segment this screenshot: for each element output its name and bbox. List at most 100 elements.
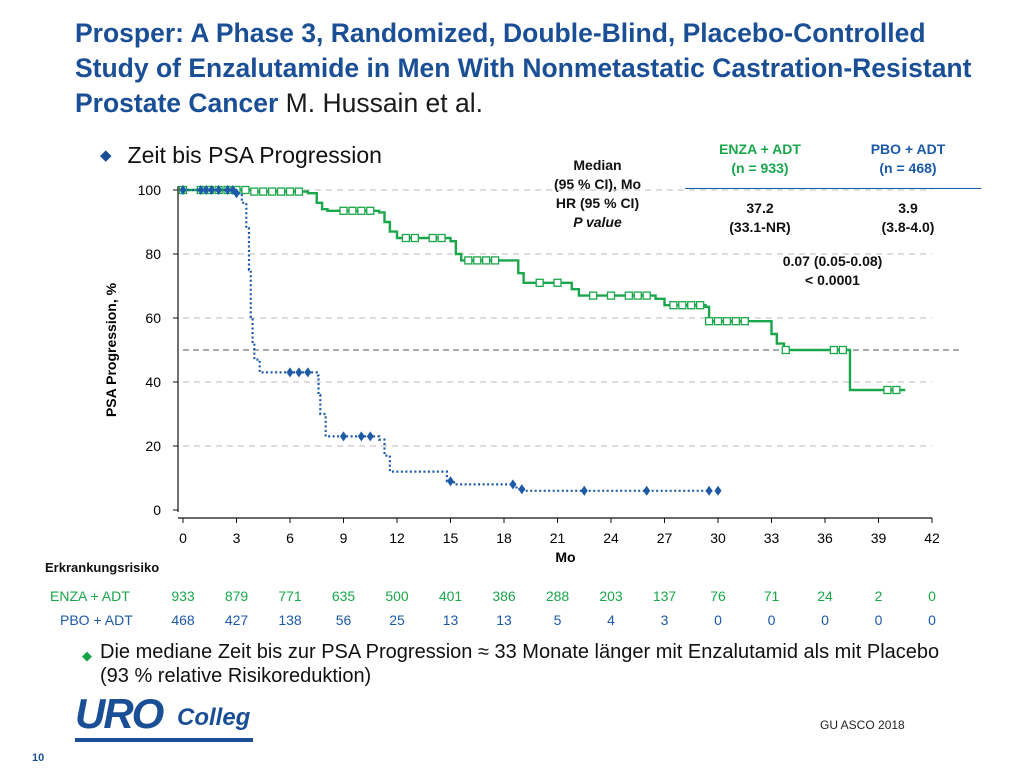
logo-underline	[75, 738, 253, 742]
hr-stat: 0.07 (0.05-0.08) < 0.0001	[730, 252, 935, 290]
title-main: Prosper: A Phase 3, Randomized, Double-B…	[75, 18, 972, 118]
risk-enza-value: 500	[385, 588, 409, 604]
risk-pbo-value: 468	[171, 612, 195, 628]
pbo-header-name: PBO + ADT	[870, 141, 946, 157]
pbo-censor-mark	[340, 431, 347, 442]
risk-table-title: Erkrankungsrisiko	[45, 560, 160, 575]
risk-enza-value: 933	[171, 588, 195, 604]
pbo-median-value: 3.9	[898, 200, 918, 216]
enza-censor-mark	[633, 291, 642, 300]
stats-p-label: P value	[573, 214, 622, 230]
enza-median-ci: (33.1-NR)	[729, 219, 791, 235]
enza-censor-mark	[624, 291, 633, 300]
enza-censor-mark	[838, 345, 847, 355]
enza-censor-mark	[722, 317, 732, 326]
pbo-censor-mark	[286, 367, 294, 378]
pbo-censor-mark	[202, 185, 210, 195]
x-tick-label: 24	[603, 530, 619, 546]
enza-censor-mark	[687, 301, 696, 310]
pbo-median-ci: (3.8-4.0)	[881, 219, 935, 235]
enza-censor-mark	[829, 345, 839, 355]
y-tick-label: 80	[145, 246, 161, 262]
enza-censor-mark	[268, 187, 277, 196]
risk-pbo-value: 3	[660, 612, 669, 628]
enza-censor-mark	[294, 187, 304, 196]
enza-censor-mark	[464, 256, 473, 265]
bottom-bullet-text: Die mediane Zeit bis zur PSA Progression…	[100, 641, 940, 687]
enza-censor-mark	[678, 301, 687, 310]
enza-censor-mark	[553, 278, 562, 287]
enza-censor-mark	[366, 206, 375, 215]
logo-colleg: Colleg	[177, 704, 251, 731]
risk-enza-value: 0	[928, 588, 936, 604]
risk-pbo-value: 13	[442, 612, 459, 628]
risk-pbo-value: 138	[278, 612, 302, 628]
x-axis-label: Mo	[555, 549, 575, 565]
pbo-censor-mark	[179, 185, 187, 195]
risk-pbo-value: 5	[553, 612, 562, 628]
enza-censor-mark	[482, 256, 491, 265]
enza-censor-mark	[276, 187, 286, 196]
risk-pbo-value: 427	[224, 612, 249, 628]
y-tick-label: 40	[145, 374, 161, 390]
pbo-header-n: (n = 468)	[879, 160, 937, 176]
enza-censor-mark	[473, 256, 482, 265]
enza-censor-mark	[259, 187, 268, 196]
pbo-censor-mark	[357, 431, 365, 442]
risk-enza-value: 635	[331, 588, 356, 604]
risk-pbo-value: 13	[496, 612, 512, 628]
slide-title: Prosper: A Phase 3, Randomized, Double-B…	[75, 16, 995, 121]
urocolleg-logo: URO Colleg	[75, 690, 265, 742]
enza-header-name: ENZA + ADT	[719, 141, 801, 157]
x-tick-label: 21	[550, 530, 566, 546]
x-tick-label: 18	[496, 530, 512, 546]
pbo-censor-mark	[208, 185, 216, 195]
risk-enza-value: 288	[545, 588, 570, 604]
enza-censor-mark	[892, 385, 901, 395]
risk-pbo-value: 25	[389, 612, 405, 628]
risk-pbo-value: 0	[714, 612, 722, 628]
risk-enza-value: 137	[652, 588, 677, 604]
page-number: 10	[32, 752, 45, 764]
risk-pbo-label: PBO + ADT	[60, 612, 133, 628]
enza-censor-mark	[781, 345, 790, 355]
bottom-bullet: ◆ Die mediane Zeit bis zur PSA Progressi…	[82, 640, 960, 688]
risk-enza-value: 76	[710, 588, 726, 604]
title-authors: M. Hussain et al.	[285, 88, 483, 118]
enza-censor-mark	[713, 317, 723, 326]
enza-censor-mark	[339, 206, 348, 215]
risk-enza-value: 771	[278, 588, 302, 604]
diamond-bullet-icon: ◆	[82, 648, 92, 663]
enza-censor-mark	[401, 233, 411, 243]
x-tick-label: 15	[443, 530, 459, 546]
stats-hr-label: HR (95 % CI)	[555, 195, 640, 211]
x-tick-label: 6	[286, 530, 294, 546]
x-tick-label: 33	[764, 530, 780, 546]
risk-pbo-value: 4	[607, 612, 615, 628]
x-tick-label: 39	[871, 530, 887, 546]
x-tick-label: 3	[233, 530, 241, 546]
enza-censor-mark	[490, 256, 500, 265]
risk-pbo-value: 0	[874, 612, 883, 628]
y-tick-label: 100	[138, 182, 162, 198]
risk-pbo-value: 0	[928, 612, 936, 628]
diamond-bullet-icon: ◆	[100, 147, 112, 164]
pbo-censor-mark	[304, 367, 312, 378]
y-tick-label: 0	[153, 502, 161, 518]
enza-censor-mark	[410, 233, 419, 243]
pbo-censor-mark	[705, 485, 713, 496]
x-tick-label: 12	[389, 530, 405, 546]
risk-enza-value: 386	[492, 588, 516, 604]
enza-censor-mark	[535, 278, 544, 287]
x-tick-label: 42	[924, 530, 940, 546]
enza-censor-mark	[669, 301, 678, 310]
risk-enza-value: 24	[817, 588, 833, 604]
risk-enza-value: 71	[763, 588, 780, 604]
hr-value: 0.07 (0.05-0.08)	[782, 253, 883, 269]
enza-censor-mark	[250, 187, 259, 196]
pbo-censor-mark	[366, 431, 374, 442]
enza-median-value: 37.2	[746, 200, 774, 216]
pbo-censor-mark	[224, 185, 232, 195]
risk-enza-value: 879	[224, 588, 249, 604]
